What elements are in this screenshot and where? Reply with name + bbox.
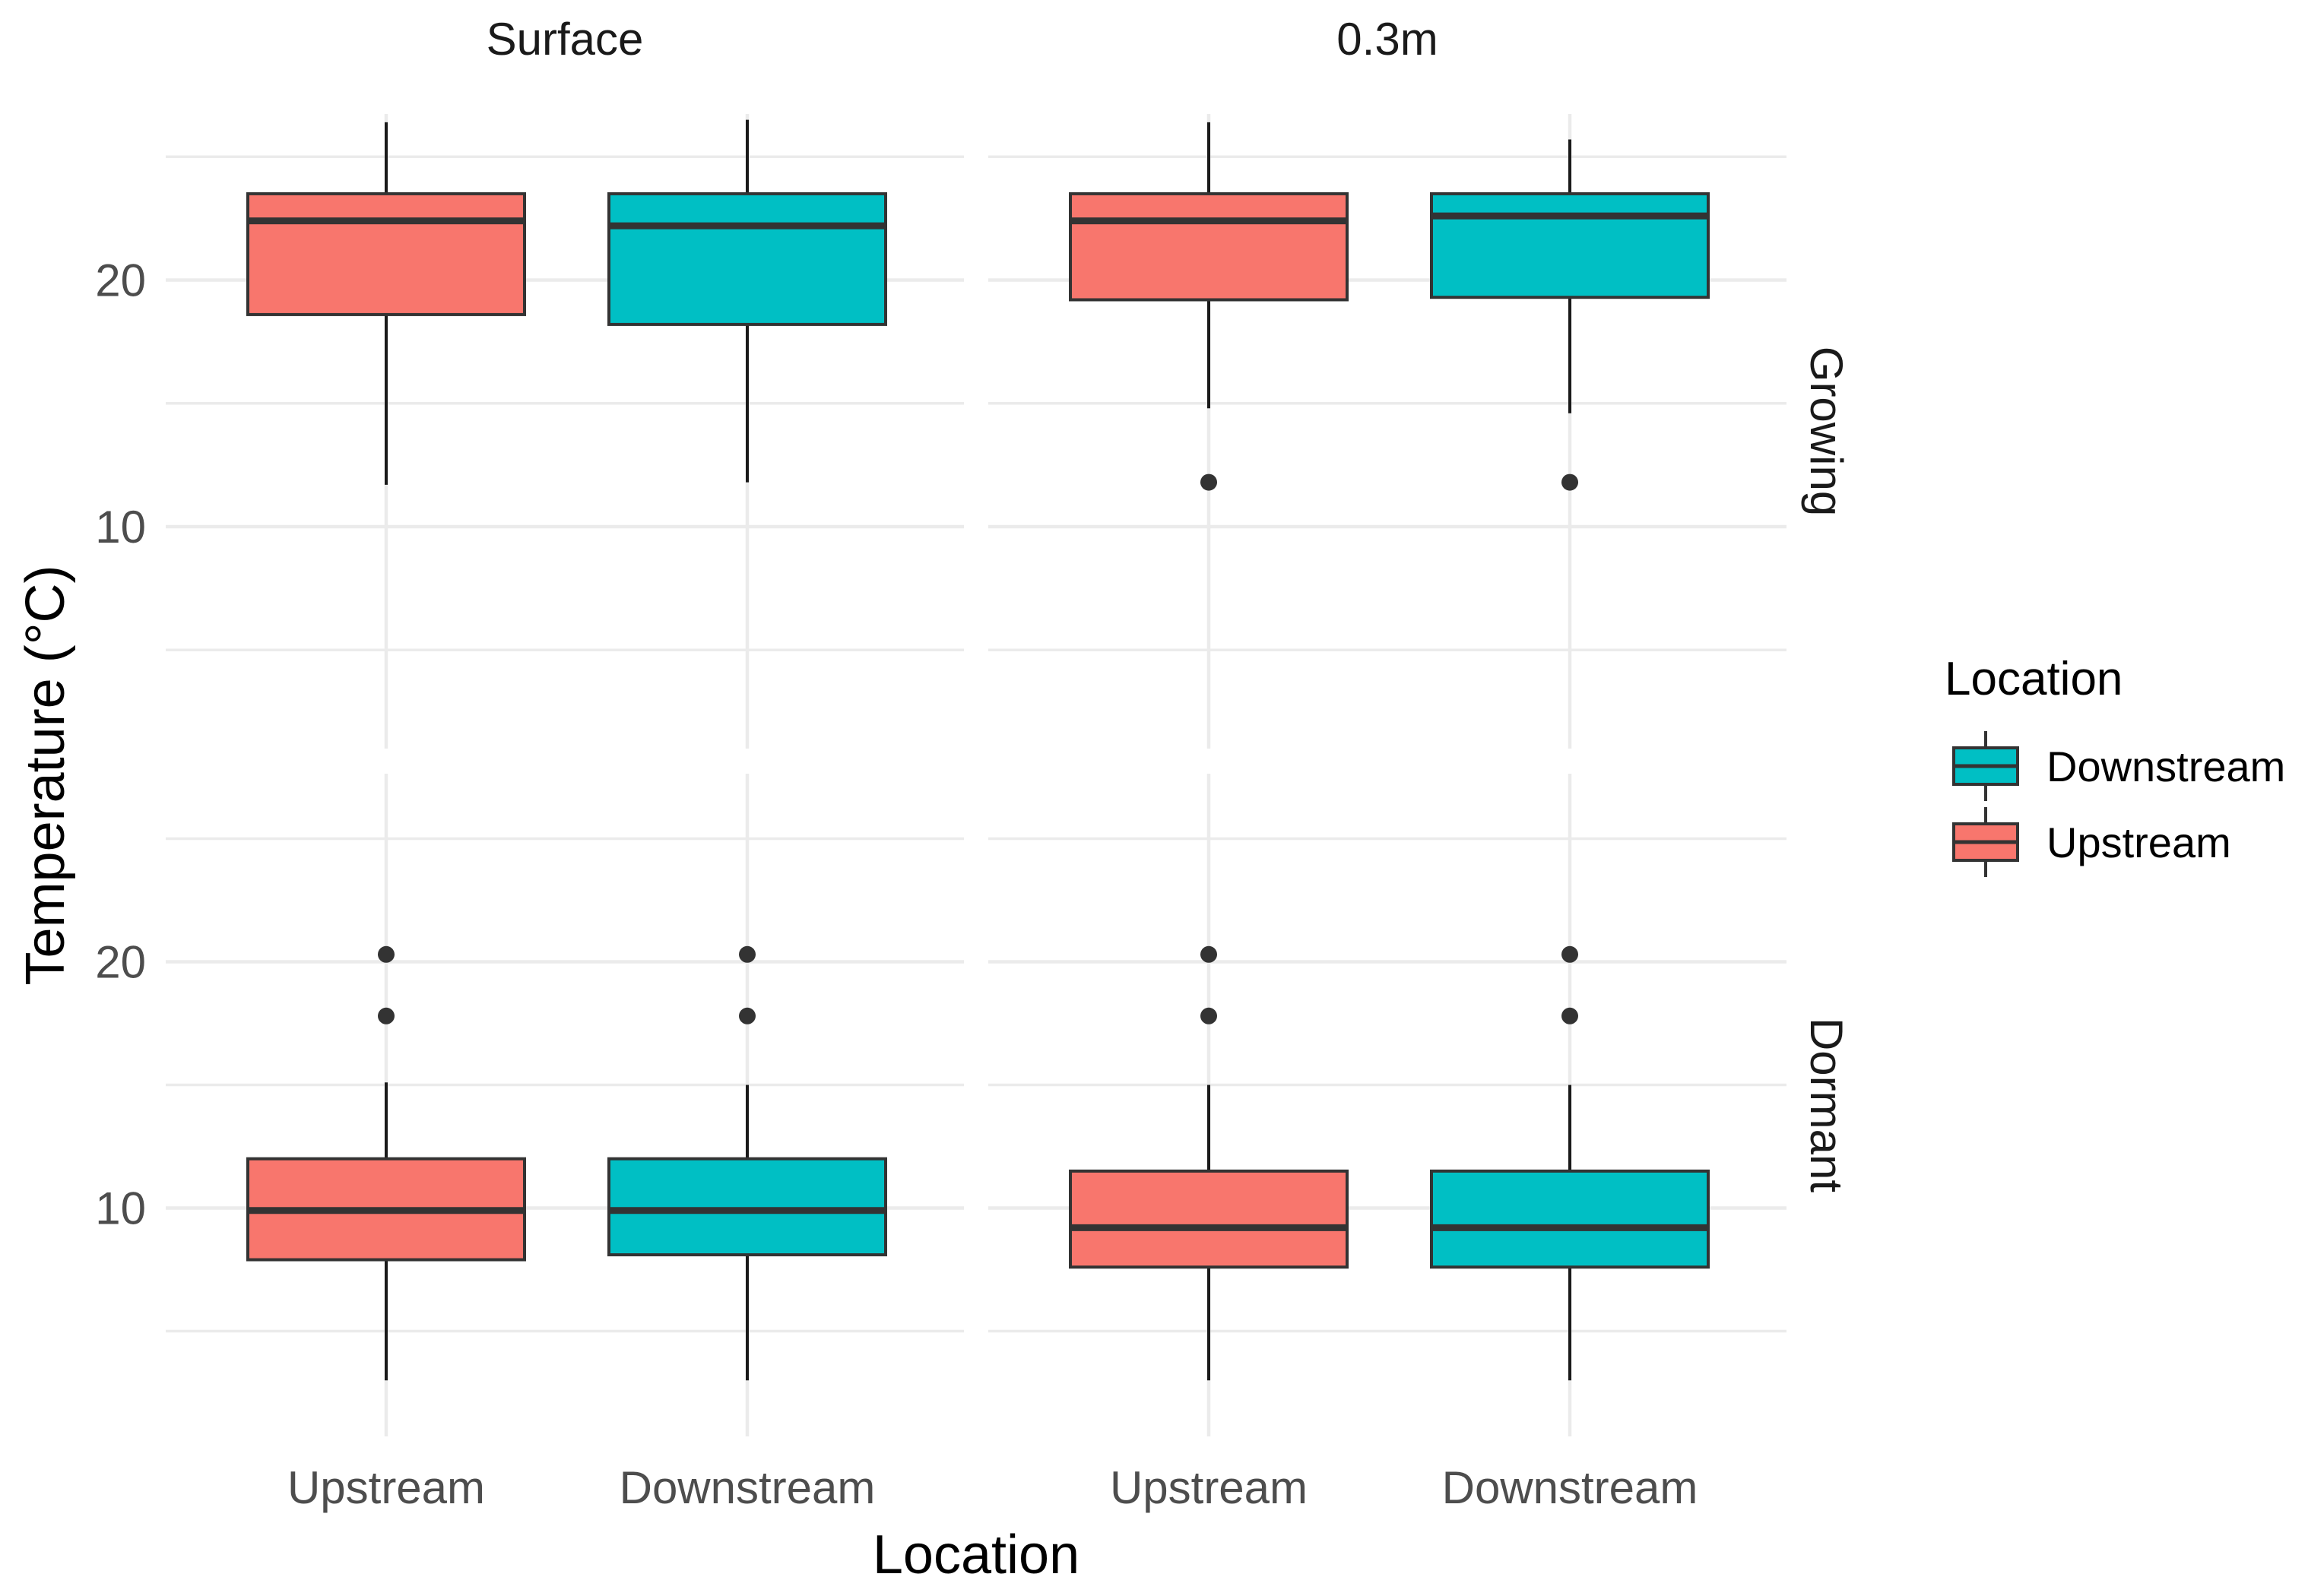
x-tick-label-surface-upstream: Upstream (287, 1462, 485, 1513)
box-dormant-0-3m-downstream (1430, 1169, 1710, 1269)
facet-label-growing: Growing (1801, 347, 1852, 516)
y-tick-label-growing-10: 10 (95, 502, 146, 553)
outlier-point-dormant-surface-downstream-0 (739, 945, 756, 963)
outlier-point-growing-0-3m-downstream-0 (1561, 473, 1578, 491)
box-growing-surface-downstream (607, 192, 887, 326)
legend: Location Downstream Upstream (1945, 653, 2285, 877)
x-tick-label-surface-downstream: Downstream (620, 1462, 876, 1513)
box-growing-surface-upstream (246, 192, 526, 316)
outlier-point-growing-0-3m-upstream-0 (1200, 473, 1217, 491)
outlier-point-dormant-0-3m-upstream-0 (1200, 945, 1217, 963)
y-axis-title: Temperature (°C) (15, 565, 76, 986)
x-tick-label-0-3m-downstream: Downstream (1442, 1462, 1698, 1513)
x-tick-label-0-3m-upstream: Upstream (1110, 1462, 1308, 1513)
box-growing-0-3m-downstream (1430, 192, 1710, 299)
box-growing-0-3m-upstream (1069, 192, 1349, 302)
outlier-point-dormant-0-3m-upstream-1 (1200, 1007, 1217, 1024)
y-tick-label-dormant-20: 20 (95, 937, 146, 988)
chart-text: 10 20 10 20 Upstream Downstream Upstream Downst… (15, 14, 1852, 1585)
facet-label-surface: Surface (487, 14, 644, 65)
outlier-point-dormant-surface-upstream-0 (378, 945, 395, 963)
facet-label-dormant: Dormant (1801, 1018, 1852, 1192)
y-tick-label-dormant-10: 10 (95, 1183, 146, 1234)
outlier-point-dormant-surface-downstream-1 (739, 1007, 756, 1024)
legend-label-downstream: Downstream (2046, 743, 2285, 790)
box-dormant-surface-downstream (607, 1157, 887, 1257)
y-tick-label-growing-20: 20 (95, 255, 146, 306)
facet-label-0-3m: 0.3m (1336, 14, 1438, 65)
legend-title: Location (1945, 653, 2123, 705)
x-axis-title: Location (873, 1525, 1079, 1585)
outlier-point-dormant-0-3m-downstream-0 (1561, 945, 1578, 963)
outlier-point-dormant-surface-upstream-1 (378, 1007, 395, 1024)
boxplot-marks (246, 119, 1710, 1381)
legend-label-upstream: Upstream (2046, 819, 2231, 866)
box-dormant-0-3m-upstream (1069, 1169, 1349, 1269)
outlier-point-dormant-0-3m-downstream-1 (1561, 1007, 1578, 1024)
